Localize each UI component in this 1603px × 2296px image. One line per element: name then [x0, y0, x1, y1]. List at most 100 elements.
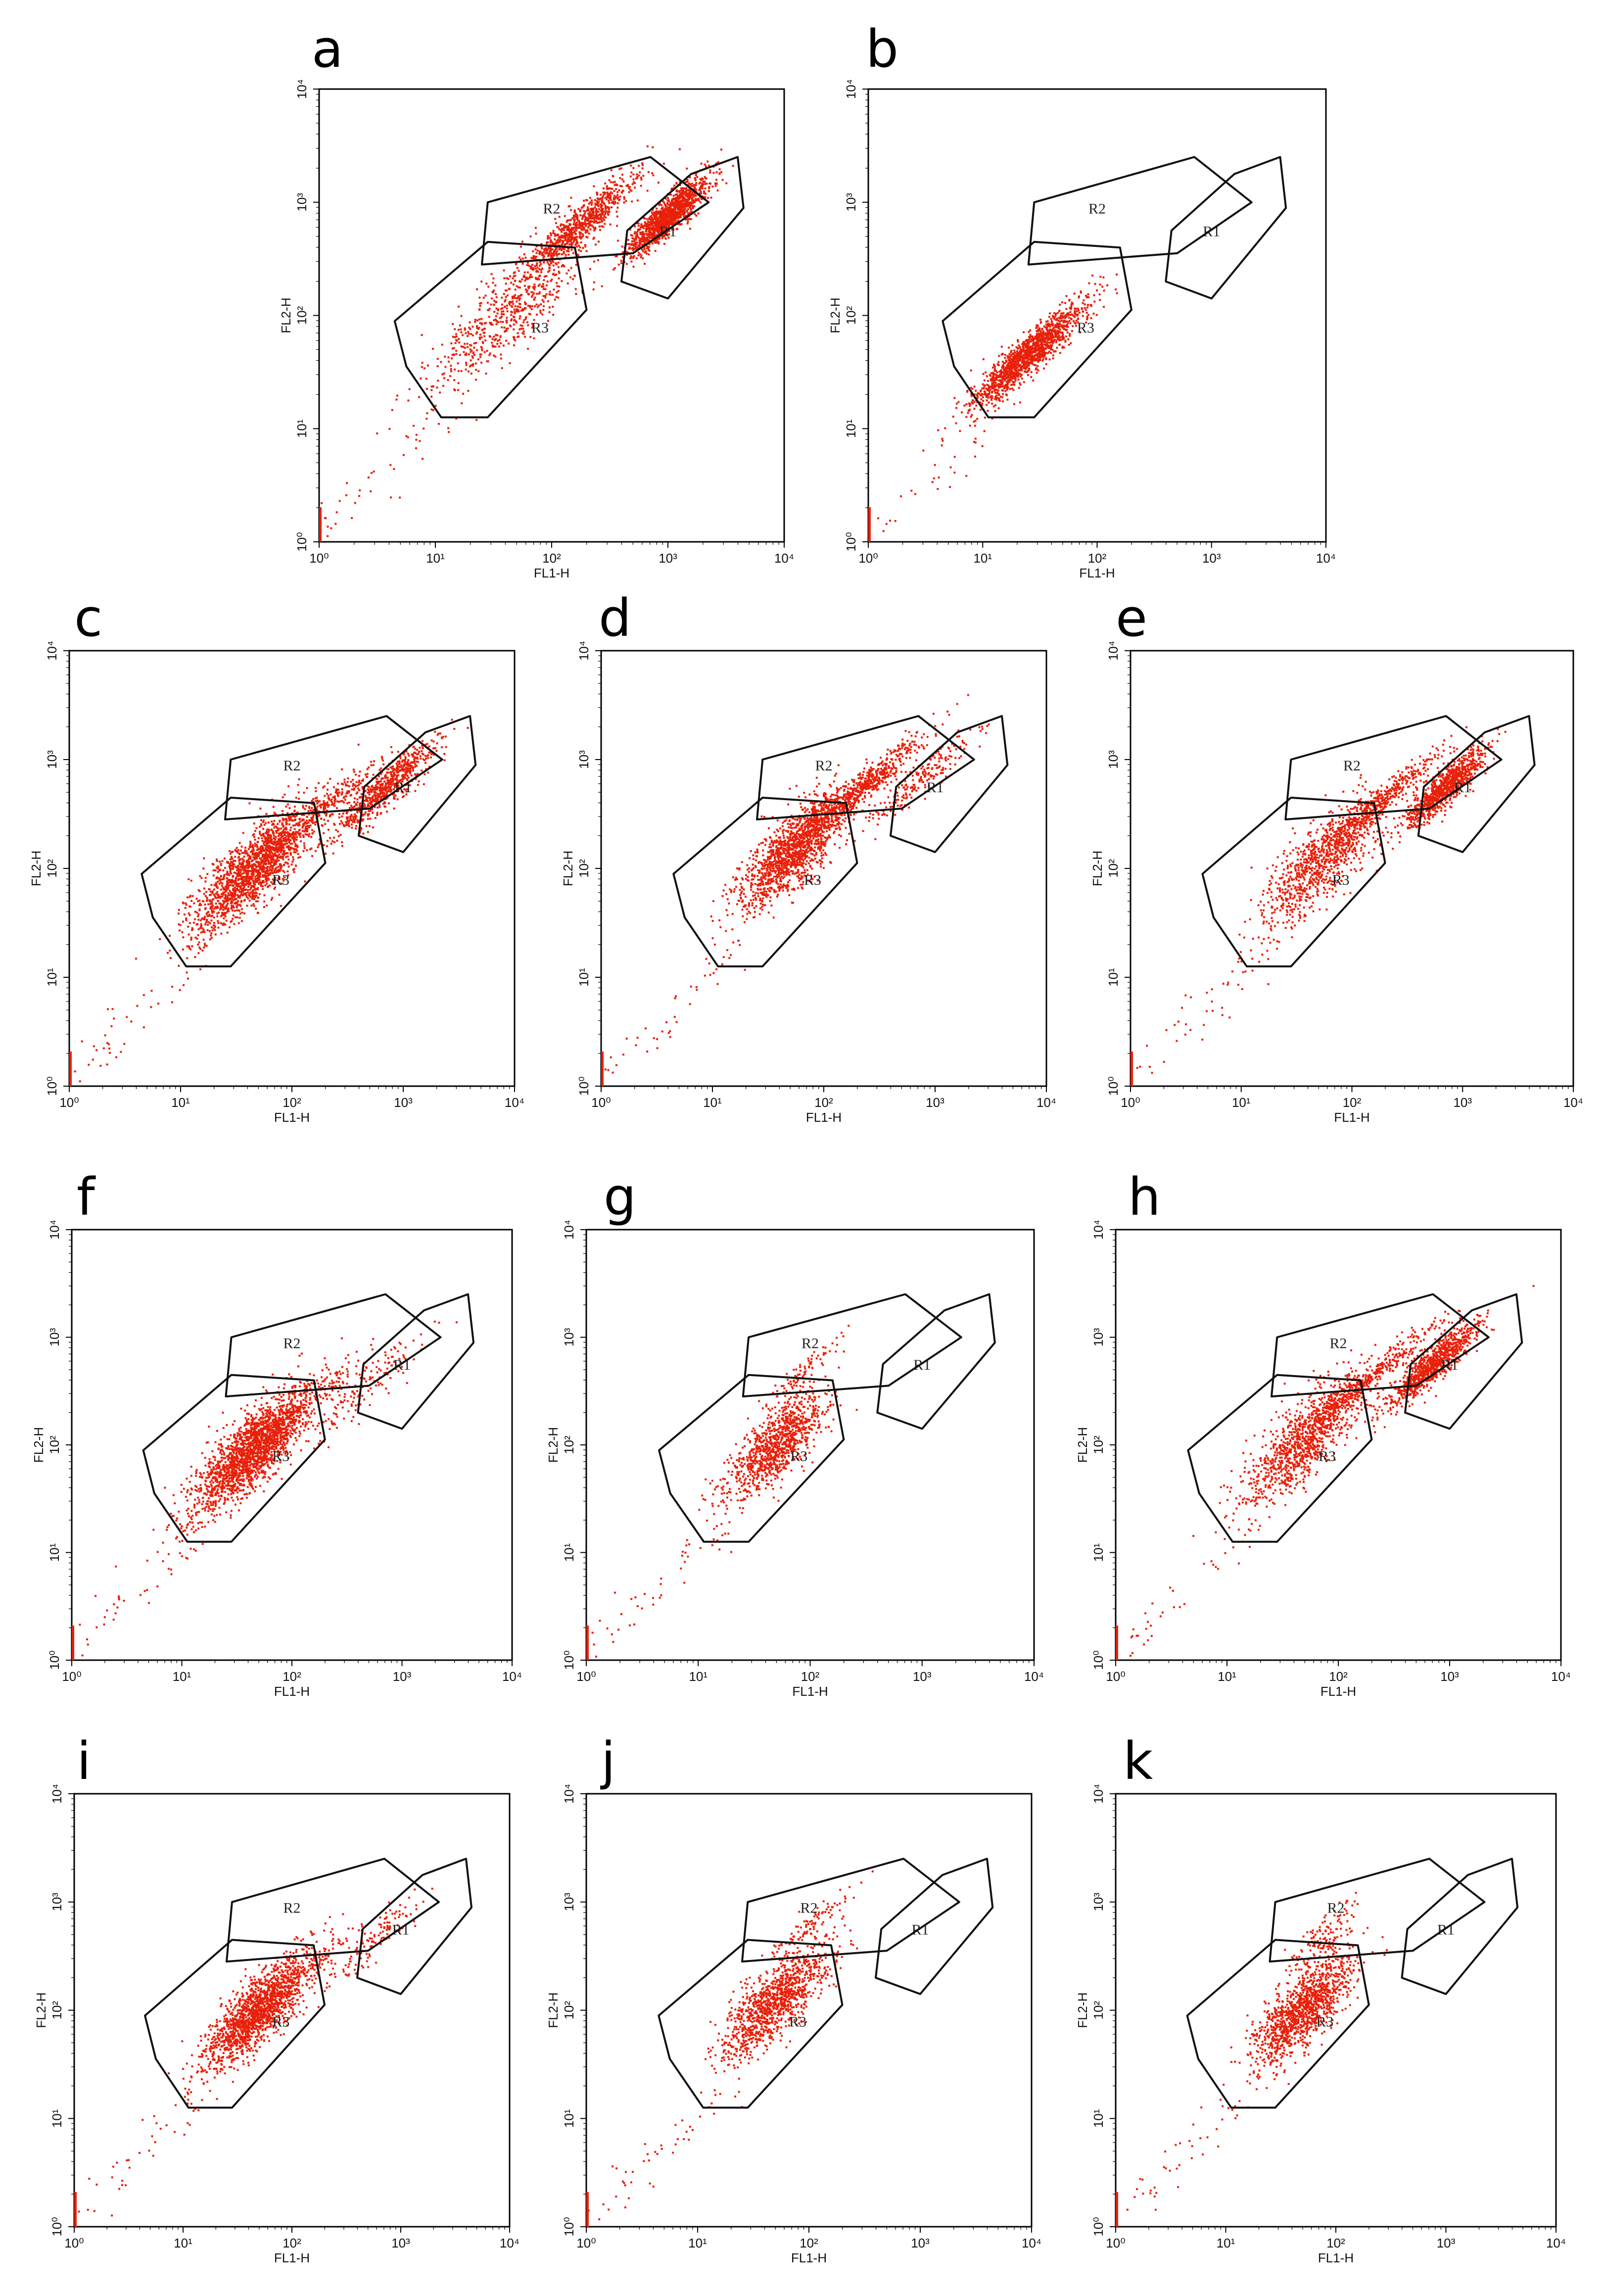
origin-bar: [319, 507, 322, 542]
x-tick-label: 10³: [1202, 551, 1221, 566]
data-point: [549, 290, 551, 293]
data-point: [501, 367, 503, 369]
data-point: [608, 197, 611, 200]
data-point: [986, 404, 988, 406]
data-point: [478, 308, 481, 311]
data-point: [1030, 356, 1032, 359]
data-point: [693, 189, 696, 191]
data-point: [643, 234, 645, 237]
data-point: [1058, 339, 1061, 341]
data-point: [602, 217, 604, 220]
data-point: [1046, 320, 1049, 323]
data-point: [669, 223, 672, 225]
data-point: [941, 437, 943, 440]
data-point: [1006, 398, 1009, 401]
data-point: [555, 273, 558, 276]
data-point: [465, 362, 468, 364]
data-point: [558, 237, 560, 239]
data-point: [239, 849, 242, 852]
data-point: [658, 204, 660, 206]
data-point: [560, 235, 563, 237]
data-point: [610, 199, 612, 201]
data-point: [1036, 340, 1038, 343]
data-point: [515, 310, 518, 312]
data-point: [938, 476, 940, 478]
data-point: [678, 212, 680, 214]
data-point: [602, 208, 604, 210]
data-point: [982, 396, 984, 398]
data-point: [992, 372, 994, 374]
data-point: [995, 397, 997, 399]
data-point: [1051, 342, 1054, 344]
data-point: [534, 277, 537, 279]
data-point: [640, 225, 643, 228]
data-point: [649, 237, 651, 239]
y-tick-label: 10³: [844, 193, 858, 212]
data-point: [688, 218, 691, 220]
data-point: [639, 238, 642, 240]
data-point: [182, 948, 184, 951]
data-point: [531, 291, 534, 293]
data-point: [514, 271, 516, 274]
data-point: [1001, 396, 1003, 398]
data-point: [682, 208, 684, 210]
data-point: [1013, 349, 1016, 352]
data-point: [437, 423, 440, 425]
data-point: [1057, 324, 1059, 326]
data-point: [1001, 361, 1004, 363]
data-point: [658, 227, 660, 230]
data-point: [1020, 374, 1023, 376]
data-point: [574, 288, 577, 290]
data-point: [522, 321, 525, 324]
data-point: [1072, 325, 1074, 327]
data-point: [661, 200, 664, 202]
data-point: [556, 254, 558, 257]
data-point: [601, 213, 603, 215]
data-point: [1013, 357, 1016, 360]
data-point: [668, 200, 670, 202]
data-point: [467, 331, 470, 333]
data-point: [642, 250, 644, 252]
data-point: [1018, 344, 1020, 347]
data-point: [527, 347, 529, 350]
data-point: [464, 327, 466, 330]
data-point: [645, 228, 647, 230]
data-point: [659, 202, 661, 205]
data-point: [326, 788, 329, 791]
data-point: [933, 477, 935, 479]
data-point: [1025, 353, 1027, 356]
data-point: [471, 355, 473, 358]
data-point: [1011, 344, 1014, 346]
data-point: [655, 241, 658, 244]
data-point: [557, 239, 559, 241]
data-point: [709, 169, 711, 172]
data-point: [659, 212, 661, 214]
data-point: [521, 240, 523, 243]
data-point: [550, 262, 552, 264]
data-point: [651, 232, 653, 235]
data-point: [491, 338, 494, 340]
data-point: [686, 167, 688, 170]
data-point: [712, 172, 715, 174]
data-point: [587, 226, 589, 229]
data-point: [732, 165, 734, 167]
data-point: [678, 216, 680, 218]
data-point: [686, 210, 688, 212]
data-point: [1019, 353, 1021, 355]
data-point: [391, 409, 393, 411]
data-point: [647, 224, 650, 226]
data-point: [663, 235, 665, 238]
x-tick-label: 10²: [1088, 551, 1107, 566]
data-point: [608, 202, 611, 204]
data-point: [532, 268, 535, 270]
data-point: [529, 335, 532, 338]
data-point: [685, 181, 687, 183]
data-point: [636, 246, 639, 249]
data-point: [1083, 299, 1085, 302]
data-point: [533, 257, 535, 259]
data-point: [578, 221, 581, 223]
data-point: [1091, 274, 1094, 277]
data-point: [970, 416, 972, 418]
data-point: [1060, 339, 1062, 341]
